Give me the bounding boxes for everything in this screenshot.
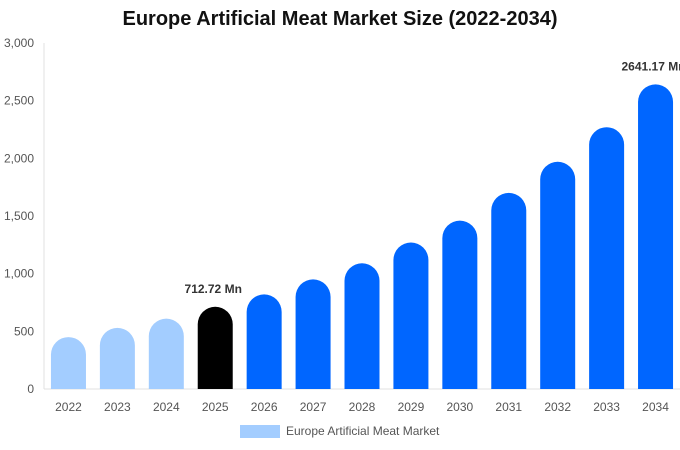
x-tick-label: 2032 <box>544 400 571 414</box>
y-tick-label: 2,500 <box>4 94 34 108</box>
y-tick-label: 0 <box>27 382 34 396</box>
bar-2034[interactable] <box>638 84 674 389</box>
y-tick-label: 1,000 <box>4 267 34 281</box>
y-tick-label: 1,500 <box>4 209 34 223</box>
x-tick-label: 2026 <box>251 400 278 414</box>
bar-2029[interactable] <box>393 242 429 389</box>
chart-title: Europe Artificial Meat Market Size (2022… <box>122 8 558 30</box>
bar-2027[interactable] <box>295 279 331 389</box>
data-label-2025: 712.72 Mn <box>185 282 242 296</box>
bar-2033[interactable] <box>589 127 625 389</box>
x-tick-label: 2023 <box>104 400 131 414</box>
x-tick-label: 2033 <box>593 400 620 414</box>
x-tick-label: 2029 <box>398 400 425 414</box>
bar-2022[interactable] <box>50 337 86 389</box>
y-tick-label: 3,000 <box>4 36 34 50</box>
y-tick-label: 2,000 <box>4 151 34 165</box>
bar-2028[interactable] <box>344 263 380 389</box>
x-tick-label: 2031 <box>495 400 522 414</box>
x-tick-label: 2022 <box>55 400 82 414</box>
x-tick-label: 2027 <box>300 400 327 414</box>
x-tick-label: 2025 <box>202 400 229 414</box>
bar-2031[interactable] <box>491 192 527 389</box>
x-tick-label: 2024 <box>153 400 180 414</box>
bar-2032[interactable] <box>540 161 576 389</box>
bar-2026[interactable] <box>246 294 282 389</box>
legend-swatch <box>240 424 280 438</box>
bar-2024[interactable] <box>148 318 184 389</box>
x-tick-label: 2028 <box>349 400 376 414</box>
x-tick-label: 2034 <box>642 400 669 414</box>
bar-2030[interactable] <box>442 220 478 389</box>
bar-2025[interactable] <box>197 306 233 389</box>
data-label-2034: 2641.17 Mn <box>622 59 680 73</box>
legend[interactable]: Europe Artificial Meat Market <box>240 424 439 438</box>
x-tick-label: 2030 <box>446 400 473 414</box>
bar-2023[interactable] <box>99 327 135 389</box>
y-tick-label: 500 <box>14 324 34 338</box>
legend-label: Europe Artificial Meat Market <box>286 424 440 438</box>
